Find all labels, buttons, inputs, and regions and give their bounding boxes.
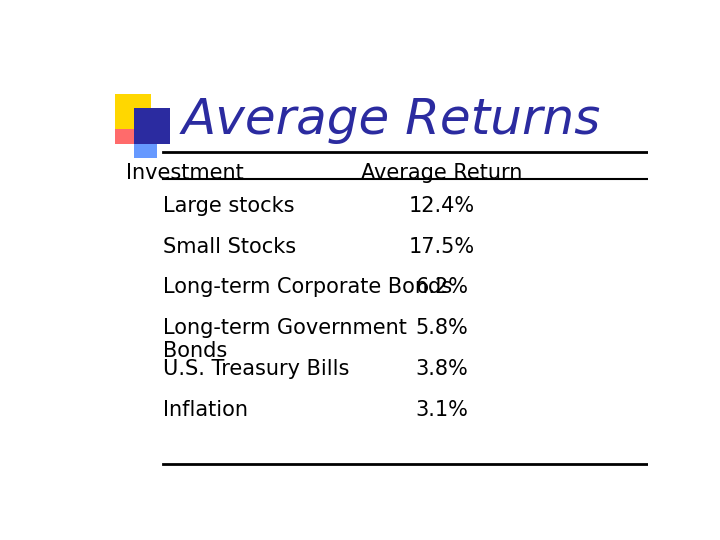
Text: U.S. Treasury Bills: U.S. Treasury Bills <box>163 359 349 379</box>
Text: Small Stocks: Small Stocks <box>163 237 296 256</box>
FancyBboxPatch shape <box>115 94 151 129</box>
Text: 3.8%: 3.8% <box>415 359 468 379</box>
Text: 3.1%: 3.1% <box>415 400 468 420</box>
Text: Average Return: Average Return <box>361 163 522 183</box>
Text: Average Returns: Average Returns <box>182 96 601 144</box>
FancyBboxPatch shape <box>133 109 170 144</box>
Text: Long-term Corporate Bonds: Long-term Corporate Bonds <box>163 277 451 298</box>
Text: 17.5%: 17.5% <box>408 237 474 256</box>
Text: 6.2%: 6.2% <box>415 277 468 298</box>
Text: Large stocks: Large stocks <box>163 196 294 216</box>
FancyBboxPatch shape <box>115 121 138 144</box>
Text: 5.8%: 5.8% <box>415 318 468 338</box>
Text: Long-term Government
Bonds: Long-term Government Bonds <box>163 318 406 361</box>
Text: Inflation: Inflation <box>163 400 248 420</box>
FancyBboxPatch shape <box>133 136 157 158</box>
Text: Investment: Investment <box>126 163 244 183</box>
Text: 12.4%: 12.4% <box>408 196 474 216</box>
